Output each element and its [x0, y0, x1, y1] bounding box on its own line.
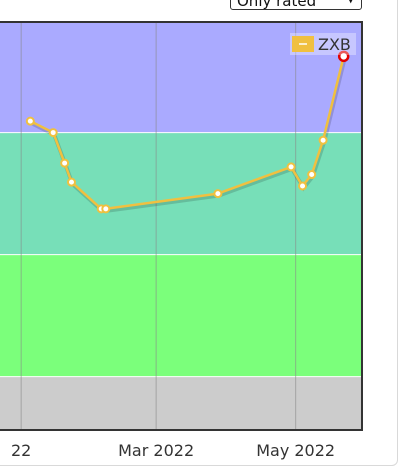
x-tick-label-2: May 2022	[256, 441, 335, 460]
series-zxb	[25, 50, 350, 214]
rating-filter-value: Only rated	[237, 0, 317, 10]
data-point[interactable]	[60, 158, 70, 168]
rating-band-0	[0, 376, 362, 430]
rating-band-1	[0, 254, 362, 377]
data-point-latest[interactable]	[337, 50, 350, 63]
series-line	[29, 56, 345, 211]
plot-border	[0, 21, 363, 431]
data-point[interactable]	[286, 162, 296, 172]
data-point[interactable]	[25, 116, 35, 126]
data-point[interactable]	[66, 177, 76, 187]
data-point[interactable]	[48, 128, 58, 138]
x-tick-label-1: Mar 2022	[118, 441, 194, 460]
data-point[interactable]	[307, 170, 317, 180]
x-tick-label-0: 22	[11, 441, 31, 460]
data-point[interactable]	[101, 204, 111, 214]
vertical-gridlines	[20, 22, 297, 430]
rating-band-2	[0, 132, 362, 255]
rating-bands	[0, 22, 362, 430]
data-point[interactable]	[213, 189, 223, 199]
legend: ZXB	[290, 33, 356, 55]
legend-label-zxb: ZXB	[318, 35, 351, 54]
data-point[interactable]	[298, 181, 308, 191]
data-point[interactable]	[318, 135, 328, 145]
x-axis-ticks: 22 Mar 2022 May 2022	[11, 441, 335, 460]
chevron-down-icon: ▼	[347, 0, 355, 9]
rating-filter-select[interactable]: Only rated ▼	[230, 0, 362, 10]
